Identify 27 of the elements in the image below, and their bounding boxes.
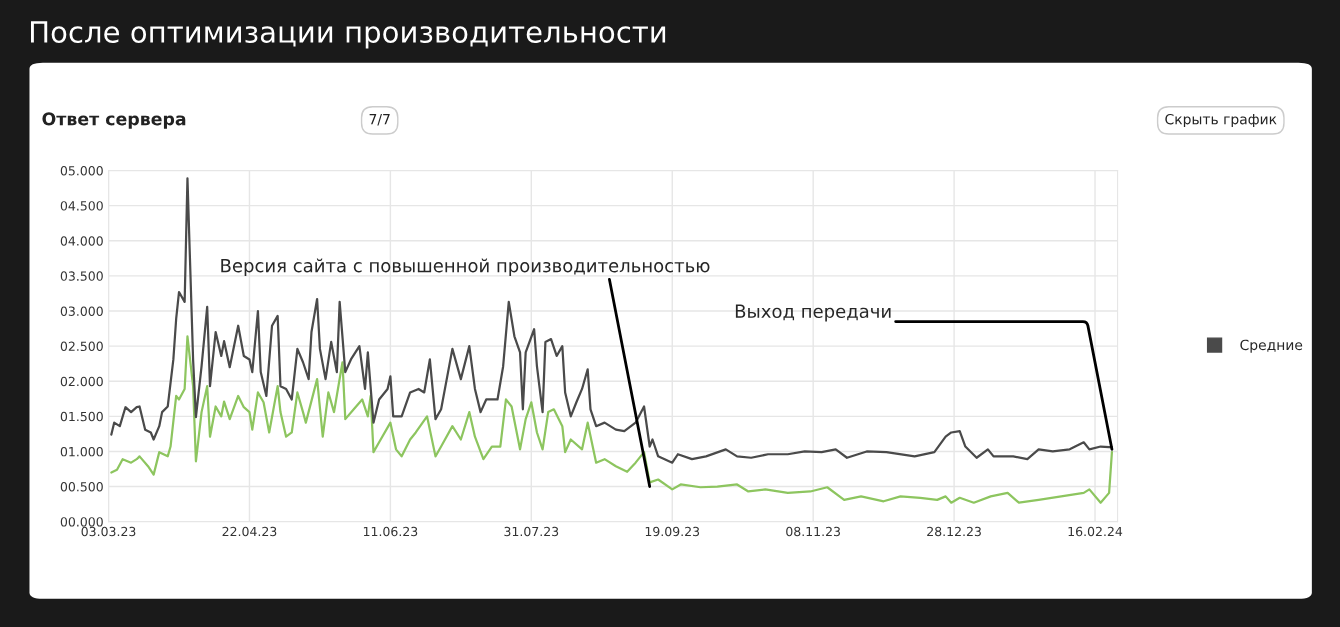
x-tick-label: 03.03.23 <box>81 526 136 537</box>
x-tick-label: 08.11.23 <box>786 526 840 537</box>
x-tick-label: 19.09.23 <box>645 526 700 537</box>
y-tick-label: 05.000 <box>60 166 103 176</box>
x-tick-label: 16.02.24 <box>1068 526 1123 537</box>
text: 7/7 <box>369 114 390 126</box>
y-tick-label: 00.500 <box>60 482 103 492</box>
legend-label: Средние <box>1240 339 1303 353</box>
y-tick-label: 01.500 <box>60 411 103 422</box>
line-series <box>110 335 1114 504</box>
y-tick-label: 04.500 <box>60 201 103 211</box>
y-tick-label: 01.000 <box>60 446 103 457</box>
annotation: Версия сайта с повышенной производительностью <box>221 258 710 276</box>
y-tick-label: 04.000 <box>60 236 103 246</box>
chart-subtitle: Ответ сервера <box>42 112 186 129</box>
y-tick-label: 02.500 <box>60 341 103 352</box>
x-tick-label: 31.07.23 <box>504 526 559 537</box>
y-tick-label: 03.000 <box>60 306 103 316</box>
x-tick-label: 11.06.23 <box>363 526 418 537</box>
y-tick-label: 03.500 <box>60 271 103 281</box>
annotation: Выход передачи <box>735 304 891 322</box>
y-tick-label: 00.000 <box>60 517 103 527</box>
x-tick-label: 28.12.23 <box>927 526 981 537</box>
chart-title: После оптимизации производительности <box>31 21 666 49</box>
y-tick-label: 02.000 <box>60 376 103 387</box>
x-tick-label: 22.04.23 <box>222 526 277 537</box>
text: Скрыть график <box>1165 113 1277 128</box>
